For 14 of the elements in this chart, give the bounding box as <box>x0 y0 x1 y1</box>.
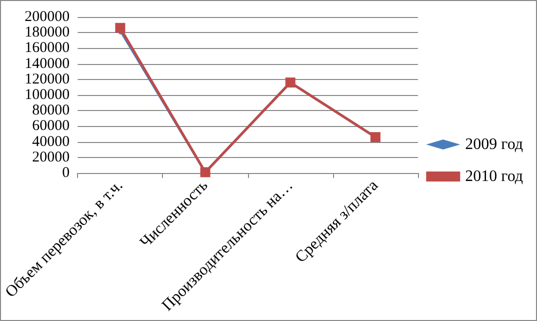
y-tick-label: 120000 <box>24 71 70 88</box>
y-tick-label: 60000 <box>32 118 70 134</box>
y-tick-label: 140000 <box>24 56 70 72</box>
point <box>115 22 126 33</box>
y-tick-label: 160000 <box>24 40 70 56</box>
y-tick-label: 180000 <box>24 24 70 41</box>
y-tick-label: 20000 <box>32 149 70 166</box>
y-tick-label: 80000 <box>32 102 70 119</box>
legend-label: 2010 год <box>465 168 523 185</box>
y-tick-label: 0 <box>62 165 70 181</box>
legend-label: 2009 год <box>465 136 523 153</box>
y-tick-label: 40000 <box>32 134 70 150</box>
y-tick-label: 200000 <box>24 9 70 25</box>
y-tick-label: 100000 <box>24 87 70 103</box>
